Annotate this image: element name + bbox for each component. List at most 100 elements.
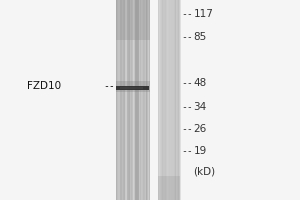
Bar: [141, 0, 142, 200]
Bar: [145, 0, 146, 200]
Bar: [124, 0, 125, 200]
Bar: [162, 0, 163, 200]
Bar: [170, 0, 171, 200]
Bar: [164, 0, 165, 200]
Bar: [144, 0, 146, 200]
Text: 117: 117: [194, 9, 213, 19]
Text: 48: 48: [194, 78, 207, 88]
Text: 19: 19: [194, 146, 207, 156]
Bar: [134, 0, 135, 200]
Bar: [143, 0, 144, 200]
Bar: [141, 0, 142, 200]
Bar: [144, 0, 145, 200]
Bar: [144, 0, 145, 200]
Bar: [167, 0, 168, 200]
Bar: [146, 0, 147, 200]
Bar: [116, 86, 149, 90]
Text: FZD10: FZD10: [27, 81, 61, 91]
Bar: [118, 0, 119, 200]
Bar: [116, 0, 117, 200]
Bar: [120, 0, 122, 200]
Text: 26: 26: [194, 124, 207, 134]
Bar: [137, 0, 139, 200]
Bar: [158, 0, 159, 200]
Bar: [176, 0, 177, 200]
Bar: [126, 0, 127, 200]
Bar: [120, 87, 142, 89]
Bar: [177, 0, 178, 200]
Bar: [179, 0, 180, 200]
Bar: [116, 81, 150, 92]
Bar: [176, 0, 177, 200]
Bar: [124, 0, 125, 200]
Bar: [138, 0, 139, 200]
Bar: [175, 0, 176, 200]
Bar: [165, 0, 166, 200]
Bar: [116, 0, 118, 200]
Bar: [180, 0, 181, 200]
Bar: [149, 0, 150, 200]
Bar: [126, 0, 127, 200]
Bar: [162, 0, 163, 200]
Bar: [142, 0, 143, 200]
Bar: [179, 0, 180, 200]
Bar: [149, 0, 150, 200]
Bar: [159, 0, 160, 200]
Bar: [150, 0, 151, 200]
Bar: [116, 0, 118, 200]
Bar: [138, 0, 139, 200]
Text: --: --: [182, 9, 193, 19]
Text: (kD): (kD): [194, 166, 216, 176]
Bar: [128, 0, 130, 200]
Bar: [146, 0, 147, 200]
Bar: [135, 0, 137, 200]
Bar: [148, 0, 149, 200]
Bar: [131, 0, 132, 200]
Bar: [143, 0, 144, 200]
Bar: [176, 0, 177, 200]
Text: --: --: [182, 102, 193, 112]
Bar: [175, 0, 176, 200]
Bar: [160, 0, 161, 200]
Text: --: --: [103, 81, 115, 91]
Bar: [119, 0, 121, 200]
Bar: [170, 0, 172, 200]
Bar: [122, 0, 123, 200]
Bar: [163, 0, 164, 200]
Bar: [116, 0, 117, 200]
Bar: [122, 0, 123, 200]
Bar: [140, 0, 141, 200]
Bar: [119, 0, 120, 200]
Text: 34: 34: [194, 102, 207, 112]
Bar: [174, 0, 176, 200]
Bar: [130, 0, 131, 200]
Text: 85: 85: [194, 32, 207, 42]
Bar: [116, 0, 150, 200]
Bar: [159, 0, 160, 200]
Bar: [123, 0, 124, 200]
Bar: [147, 0, 148, 200]
Bar: [158, 0, 159, 200]
Bar: [168, 0, 169, 200]
Text: --: --: [182, 124, 193, 134]
Bar: [140, 0, 141, 200]
Bar: [148, 0, 149, 200]
Bar: [168, 0, 169, 200]
Bar: [133, 0, 134, 200]
Bar: [159, 0, 160, 200]
Bar: [143, 0, 145, 200]
Text: --: --: [182, 32, 193, 42]
Bar: [146, 0, 147, 200]
Bar: [174, 0, 175, 200]
Bar: [127, 0, 129, 200]
Bar: [118, 0, 119, 200]
Bar: [160, 0, 161, 200]
Bar: [158, 176, 180, 200]
Bar: [116, 0, 150, 40]
Bar: [123, 0, 124, 200]
Bar: [179, 0, 180, 200]
Bar: [173, 0, 174, 200]
Bar: [117, 0, 118, 200]
Bar: [136, 0, 137, 200]
Bar: [165, 0, 166, 200]
